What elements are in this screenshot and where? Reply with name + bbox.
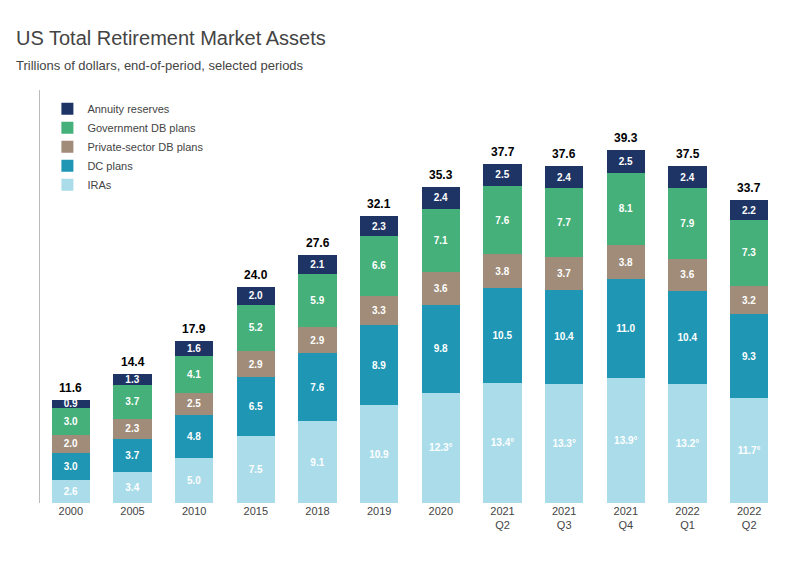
svg-text:2015: 2015	[244, 505, 268, 517]
svg-text:US Total Retirement Market Ass: US Total Retirement Market Assets	[16, 27, 326, 49]
svg-text:3.7: 3.7	[125, 450, 139, 461]
svg-text:2021Q3: 2021Q3	[552, 505, 576, 531]
svg-text:6.6: 6.6	[372, 260, 386, 271]
svg-text:Annuity reserves: Annuity reserves	[87, 103, 169, 115]
svg-text:2.4: 2.4	[557, 172, 571, 183]
svg-text:2.3: 2.3	[125, 423, 139, 434]
svg-text:3.6: 3.6	[680, 269, 694, 280]
svg-text:4.8: 4.8	[187, 431, 201, 442]
svg-text:12.3°: 12.3°	[429, 442, 452, 453]
svg-text:11.0: 11.0	[616, 323, 635, 334]
svg-text:6.5: 6.5	[249, 401, 263, 412]
svg-text:2010: 2010	[182, 505, 206, 517]
svg-text:2.9: 2.9	[310, 335, 324, 346]
svg-text:7.6: 7.6	[310, 382, 324, 393]
svg-text:IRAs: IRAs	[87, 179, 111, 191]
svg-text:2000: 2000	[59, 505, 83, 517]
svg-text:33.7: 33.7	[737, 181, 761, 195]
svg-text:2022Q2: 2022Q2	[737, 505, 761, 531]
svg-text:1.3: 1.3	[125, 374, 139, 385]
svg-text:27.6: 27.6	[306, 236, 330, 250]
svg-text:9.1: 9.1	[310, 457, 324, 468]
svg-text:7.5: 7.5	[249, 464, 263, 475]
svg-text:Trillions of dollars, end-of-p: Trillions of dollars, end-of-period, sel…	[16, 58, 304, 73]
svg-text:2005: 2005	[120, 505, 144, 517]
svg-text:17.9: 17.9	[182, 322, 206, 336]
svg-text:2.2: 2.2	[742, 205, 756, 216]
svg-text:4.1: 4.1	[187, 369, 201, 380]
svg-text:3.8: 3.8	[619, 257, 633, 268]
svg-text:3.8: 3.8	[495, 266, 509, 277]
svg-text:10.4: 10.4	[678, 332, 698, 343]
svg-text:8.1: 8.1	[619, 203, 633, 214]
svg-text:11.7°: 11.7°	[738, 445, 761, 456]
svg-text:11.6: 11.6	[59, 381, 82, 395]
svg-text:2019: 2019	[367, 505, 391, 517]
svg-text:13.3°: 13.3°	[552, 438, 575, 449]
svg-text:2021Q4: 2021Q4	[614, 505, 638, 531]
svg-text:10.4: 10.4	[554, 331, 574, 342]
svg-text:35.3: 35.3	[429, 168, 453, 182]
svg-text:1.6: 1.6	[187, 343, 201, 354]
svg-text:9.3: 9.3	[742, 351, 756, 362]
svg-text:7.9: 7.9	[680, 218, 694, 229]
svg-text:2.0: 2.0	[249, 290, 263, 301]
svg-text:24.0: 24.0	[244, 268, 268, 282]
svg-text:5.0: 5.0	[187, 475, 201, 486]
svg-text:0.9: 0.9	[64, 398, 78, 409]
svg-text:3.0: 3.0	[64, 416, 78, 427]
svg-text:2021Q2: 2021Q2	[490, 505, 514, 531]
svg-text:10.5: 10.5	[493, 330, 513, 341]
svg-text:2.3: 2.3	[372, 221, 386, 232]
svg-text:2020: 2020	[429, 505, 453, 517]
svg-text:2018: 2018	[305, 505, 329, 517]
svg-text:37.6: 37.6	[552, 147, 576, 161]
svg-text:37.5: 37.5	[676, 147, 700, 161]
svg-text:DC plans: DC plans	[87, 160, 133, 172]
svg-text:7.3: 7.3	[742, 247, 756, 258]
svg-text:2022Q1: 2022Q1	[675, 505, 699, 531]
svg-text:7.1: 7.1	[434, 235, 448, 246]
svg-text:3.2: 3.2	[742, 295, 756, 306]
svg-text:2.5: 2.5	[187, 398, 201, 409]
svg-text:8.9: 8.9	[372, 360, 386, 371]
svg-text:3.7: 3.7	[557, 268, 571, 279]
svg-text:2.0: 2.0	[64, 438, 78, 449]
svg-text:37.7: 37.7	[491, 145, 515, 159]
svg-text:2.4: 2.4	[680, 172, 694, 183]
svg-text:3.7: 3.7	[125, 396, 139, 407]
svg-text:2.5: 2.5	[495, 169, 509, 180]
svg-text:13.4°: 13.4°	[491, 437, 514, 448]
svg-text:7.6: 7.6	[495, 215, 509, 226]
svg-text:5.2: 5.2	[249, 322, 263, 333]
svg-text:2.9: 2.9	[249, 359, 263, 370]
svg-text:14.4: 14.4	[121, 355, 145, 369]
svg-text:2.4: 2.4	[434, 192, 448, 203]
svg-text:13.9°: 13.9°	[614, 435, 637, 446]
svg-text:32.1: 32.1	[367, 197, 391, 211]
svg-text:5.9: 5.9	[310, 295, 324, 306]
svg-text:3.3: 3.3	[372, 305, 386, 316]
svg-text:Government DB plans: Government DB plans	[87, 122, 196, 134]
svg-text:3.4: 3.4	[125, 482, 139, 493]
svg-text:39.3: 39.3	[614, 131, 638, 145]
svg-text:2.6: 2.6	[64, 486, 78, 497]
svg-text:2.1: 2.1	[310, 259, 324, 270]
svg-text:3.6: 3.6	[434, 283, 448, 294]
svg-text:3.0: 3.0	[64, 461, 78, 472]
svg-text:9.8: 9.8	[434, 343, 448, 354]
svg-text:Private-sector DB plans: Private-sector DB plans	[87, 141, 203, 153]
svg-text:7.7: 7.7	[557, 217, 571, 228]
svg-text:13.2°: 13.2°	[676, 438, 699, 449]
svg-text:2.5: 2.5	[619, 156, 633, 167]
svg-text:10.9: 10.9	[369, 449, 389, 460]
